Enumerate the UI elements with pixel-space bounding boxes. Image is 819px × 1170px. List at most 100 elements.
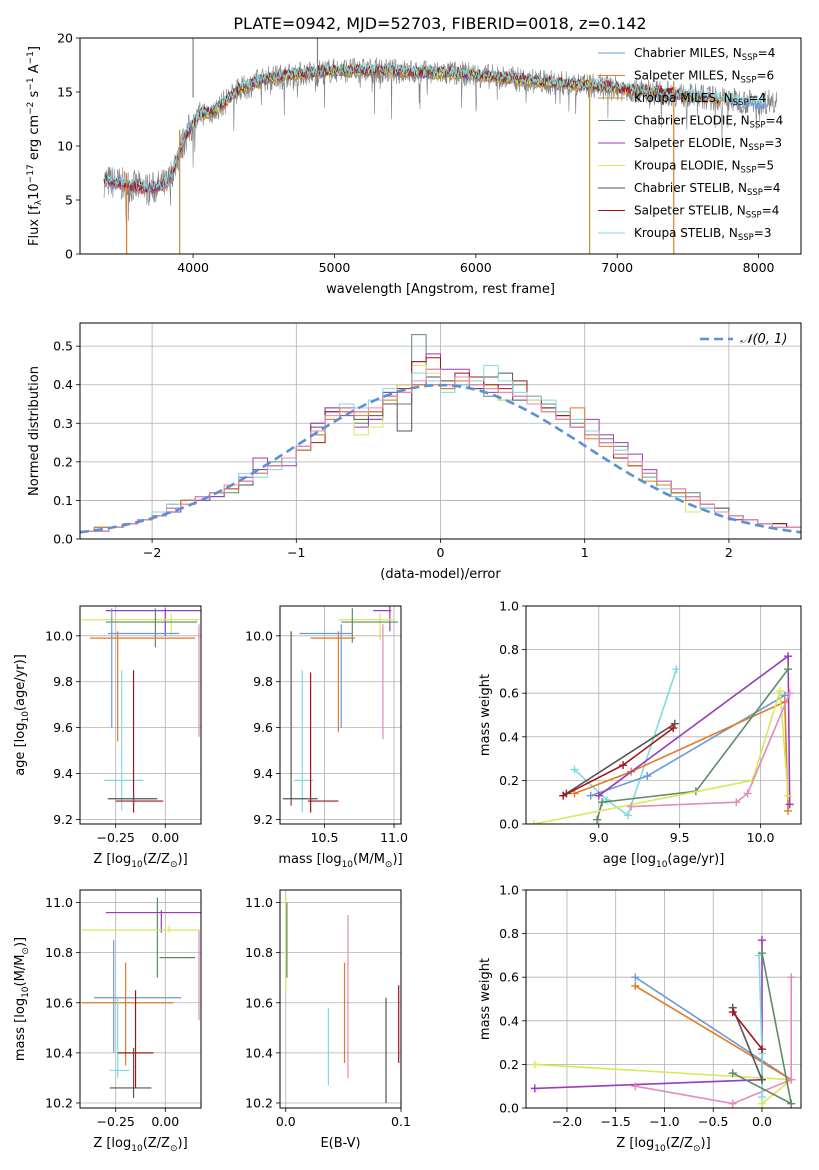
- legend-label-sub: SSP: [738, 233, 754, 243]
- error-cross: [89, 631, 196, 742]
- error-cross: [109, 1047, 152, 1098]
- x-tick-label: −1: [287, 545, 305, 560]
- weight-point-marker: [669, 724, 678, 733]
- error-cross: [341, 608, 399, 643]
- y-tick-label: 0.5: [53, 339, 73, 354]
- weight-point-marker: [631, 981, 640, 990]
- panel-mass-vs-ebv: 0.0 0.1 10.2 10.4 10.6 10.8 11.0 E(B-V): [245, 889, 411, 1151]
- weight-point-marker: [728, 1099, 737, 1108]
- x-axis-label-part: (age/yr)]: [667, 852, 724, 867]
- error-cross: [310, 631, 356, 733]
- y-tick-label: 0.0: [53, 532, 73, 547]
- legend-label-count: =4: [749, 91, 767, 105]
- y-tick-label: 9.8: [53, 674, 73, 689]
- x-axis-label-part: (Z/Z: [143, 1136, 170, 1151]
- weight-point-marker: [570, 765, 579, 774]
- x-axis-label-part: 10: [131, 860, 143, 870]
- weight-point-marker: [643, 772, 652, 781]
- weight-line: [565, 723, 676, 795]
- weight-point-marker: [530, 1084, 539, 1093]
- y-axis-label-part: s: [27, 90, 42, 101]
- x-axis-label-part: ⊙: [693, 1144, 701, 1154]
- error-cross: [81, 962, 174, 1066]
- y-tick-label: 9.4: [53, 766, 73, 781]
- y-tick-label: 0.2: [53, 454, 73, 469]
- plot-frame: [79, 37, 802, 255]
- plot-frame: [79, 889, 202, 1109]
- legend-label-text: Kroupa STELIB, N: [634, 226, 738, 240]
- weight-series-salpeter-stelib: [728, 1008, 766, 1054]
- x-tick-label: 4000: [177, 260, 209, 275]
- weight-point-marker: [784, 791, 793, 800]
- y-axis-label: mass weight: [478, 674, 493, 756]
- x-tick-label: 0.0: [752, 1114, 772, 1129]
- weight-line: [534, 940, 763, 1090]
- error-cross: [109, 997, 130, 1078]
- y-tick-label: 10.8: [245, 945, 273, 960]
- y-axis-label-part: −1: [26, 77, 36, 90]
- error-cross: [105, 608, 198, 648]
- y-axis-label-part: λ: [34, 199, 44, 205]
- weight-series-chabrier-elodie: [728, 949, 796, 1108]
- y-axis-label: Flux [fλ10−17 erg cm−2 s−1 A−1]: [26, 46, 44, 246]
- weight-point-marker: [728, 1069, 737, 1078]
- y-tick-label: 9.2: [53, 812, 73, 827]
- y-tick-label: 10.0: [45, 628, 73, 643]
- legend-label-count: =3: [764, 136, 782, 150]
- legend-label: Chabrier ELODIE, NSSP=4: [634, 114, 783, 131]
- legend-label-count: =5: [756, 159, 774, 173]
- x-tick-label: 0.00: [151, 1114, 179, 1129]
- legend-label: Salpeter ELODIE, NSSP=3: [634, 136, 782, 153]
- y-axis-label: mass weight: [478, 958, 493, 1040]
- legend-label-text: Chabrier STELIB, N: [634, 181, 747, 195]
- legend-label-text: Salpeter STELIB, N: [634, 204, 746, 218]
- y-tick-label: 11.0: [45, 895, 73, 910]
- weight-point-marker: [785, 800, 794, 809]
- legend-label-text: Salpeter MILES, N: [634, 69, 741, 83]
- x-axis-label-part: 10: [656, 860, 668, 870]
- y-tick-label: 9.8: [253, 674, 273, 689]
- weight-point-marker: [757, 1075, 766, 1084]
- x-axis-label-part: 10: [131, 1144, 143, 1154]
- y-axis-label-part: −1: [26, 51, 36, 64]
- x-axis-label-part: (M/M: [353, 852, 385, 867]
- x-axis-label-part: )]: [178, 852, 188, 867]
- y-tick-label: 9.4: [253, 766, 273, 781]
- y-axis-label-part: A: [27, 64, 42, 77]
- error-cross: [103, 670, 144, 811]
- x-tick-label: 2: [725, 545, 733, 560]
- weight-point-marker: [784, 652, 793, 661]
- legend-label: Kroupa STELIB, NSSP=3: [634, 226, 772, 243]
- weight-point-marker: [602, 796, 611, 805]
- y-tick-label: 9.6: [53, 720, 73, 735]
- weight-point-marker: [631, 1082, 640, 1091]
- plot-frame: [525, 889, 802, 1109]
- x-axis-label: mass [log10(M/M⊙)]: [278, 852, 402, 870]
- legend-label: Salpeter STELIB, NSSP=4: [634, 204, 779, 221]
- y-axis-label-part: 10: [21, 711, 31, 723]
- x-axis-label: wavelength [Angstrom, rest frame]: [326, 282, 555, 297]
- x-tick-label: −0.25: [97, 1114, 135, 1129]
- x-axis-label-part: )]: [178, 1136, 188, 1151]
- y-tick-label: 0.6: [499, 686, 519, 701]
- y-axis-label: age [log10(age/yr)]: [13, 654, 31, 776]
- x-axis-label: (data-model)/error: [380, 567, 501, 582]
- y-tick-label: 1.0: [499, 599, 519, 614]
- y-tick-label: 0.8: [499, 926, 519, 941]
- y-tick-label: 9.6: [253, 720, 273, 735]
- error-cross: [93, 940, 182, 1053]
- x-axis-label-part: age [log: [603, 852, 656, 867]
- x-axis-label: Z [log10(Z/Z⊙)]: [616, 1136, 710, 1154]
- panel-age-vs-z: −0.25 0.009.29.49.69.810.0Z [log10(Z/Z⊙)]…: [13, 605, 202, 870]
- y-tick-label: 0.1: [53, 493, 73, 508]
- weight-point-marker: [570, 789, 579, 798]
- y-axis-label-part: 10: [27, 183, 42, 200]
- normal-distribution-curve: [80, 383, 801, 534]
- legend-label: Kroupa ELODIE, NSSP=5: [634, 159, 774, 176]
- y-tick-label: 20: [57, 31, 73, 46]
- weight-point-marker: [787, 1099, 796, 1108]
- x-tick-label: 0: [437, 545, 445, 560]
- plot-frame: [279, 889, 402, 1109]
- y-axis-label-part: erg cm: [27, 115, 42, 164]
- legend-label-sub: SSP: [747, 188, 763, 198]
